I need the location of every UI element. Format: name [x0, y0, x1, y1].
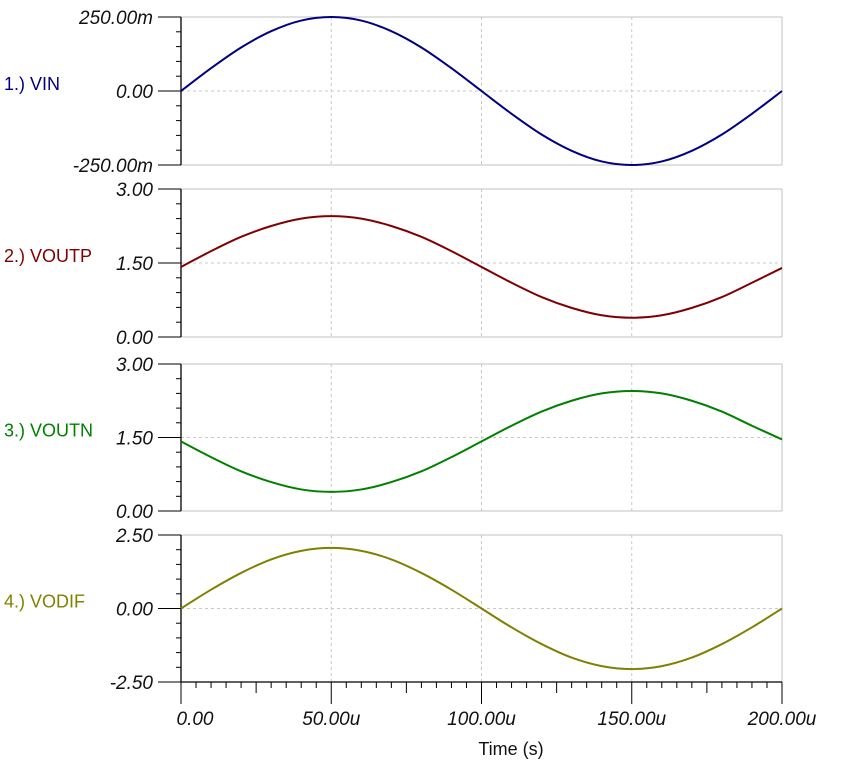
x-axis-title: Time (s) [478, 739, 543, 759]
trace-label: 2.) VOUTP [4, 246, 92, 266]
trace-label: 1.) VIN [4, 74, 60, 94]
y-tick-label: 1.50 [116, 254, 153, 275]
y-tick-label: 0.00 [116, 328, 153, 349]
x-tick-label: 200.00u [747, 709, 817, 730]
y-tick-label: 3.00 [116, 180, 153, 201]
y-tick-label: 0.00 [116, 82, 153, 103]
series-line-4 [180, 546, 783, 671]
y-tick-label: 250.00m [78, 8, 153, 29]
y-tick-label: 1.50 [116, 429, 153, 450]
y-tick-label: 2.50 [115, 526, 153, 547]
y-tick-label: -250.00m [73, 156, 153, 177]
series-line-2 [180, 215, 783, 319]
x-tick-label: 50.00u [302, 709, 361, 730]
series-line-1 [180, 15, 783, 167]
series-line-3 [180, 389, 783, 493]
y-tick-label: -2.50 [110, 673, 154, 694]
y-tick-label: 3.00 [116, 355, 153, 376]
panel-2: 3.00 1.50 0.00 2.) VOUTP [4, 180, 783, 349]
panel-3: 3.00 1.50 0.00 3.) VOUTN [4, 355, 783, 523]
y-tick-label: 0.00 [116, 502, 153, 523]
panel-4: 2.50 0.00 -2.50 4.) VODIF [4, 526, 783, 694]
panel-1: 250.00m 0.00 -250.00m 1.) VIN [4, 8, 783, 177]
x-tick-label: 100.00u [447, 709, 516, 730]
trace-label: 3.) VOUTN [4, 421, 93, 441]
y-tick-label: 0.00 [116, 600, 153, 621]
trace-label: 4.) VODIF [4, 592, 85, 612]
x-tick-label: 150.00u [597, 709, 666, 730]
x-axis-group: 0.00 50.00u 100.00u 150.00u 200.00u Time (s) [177, 681, 817, 759]
x-tick-label: 0.00 [177, 709, 214, 730]
